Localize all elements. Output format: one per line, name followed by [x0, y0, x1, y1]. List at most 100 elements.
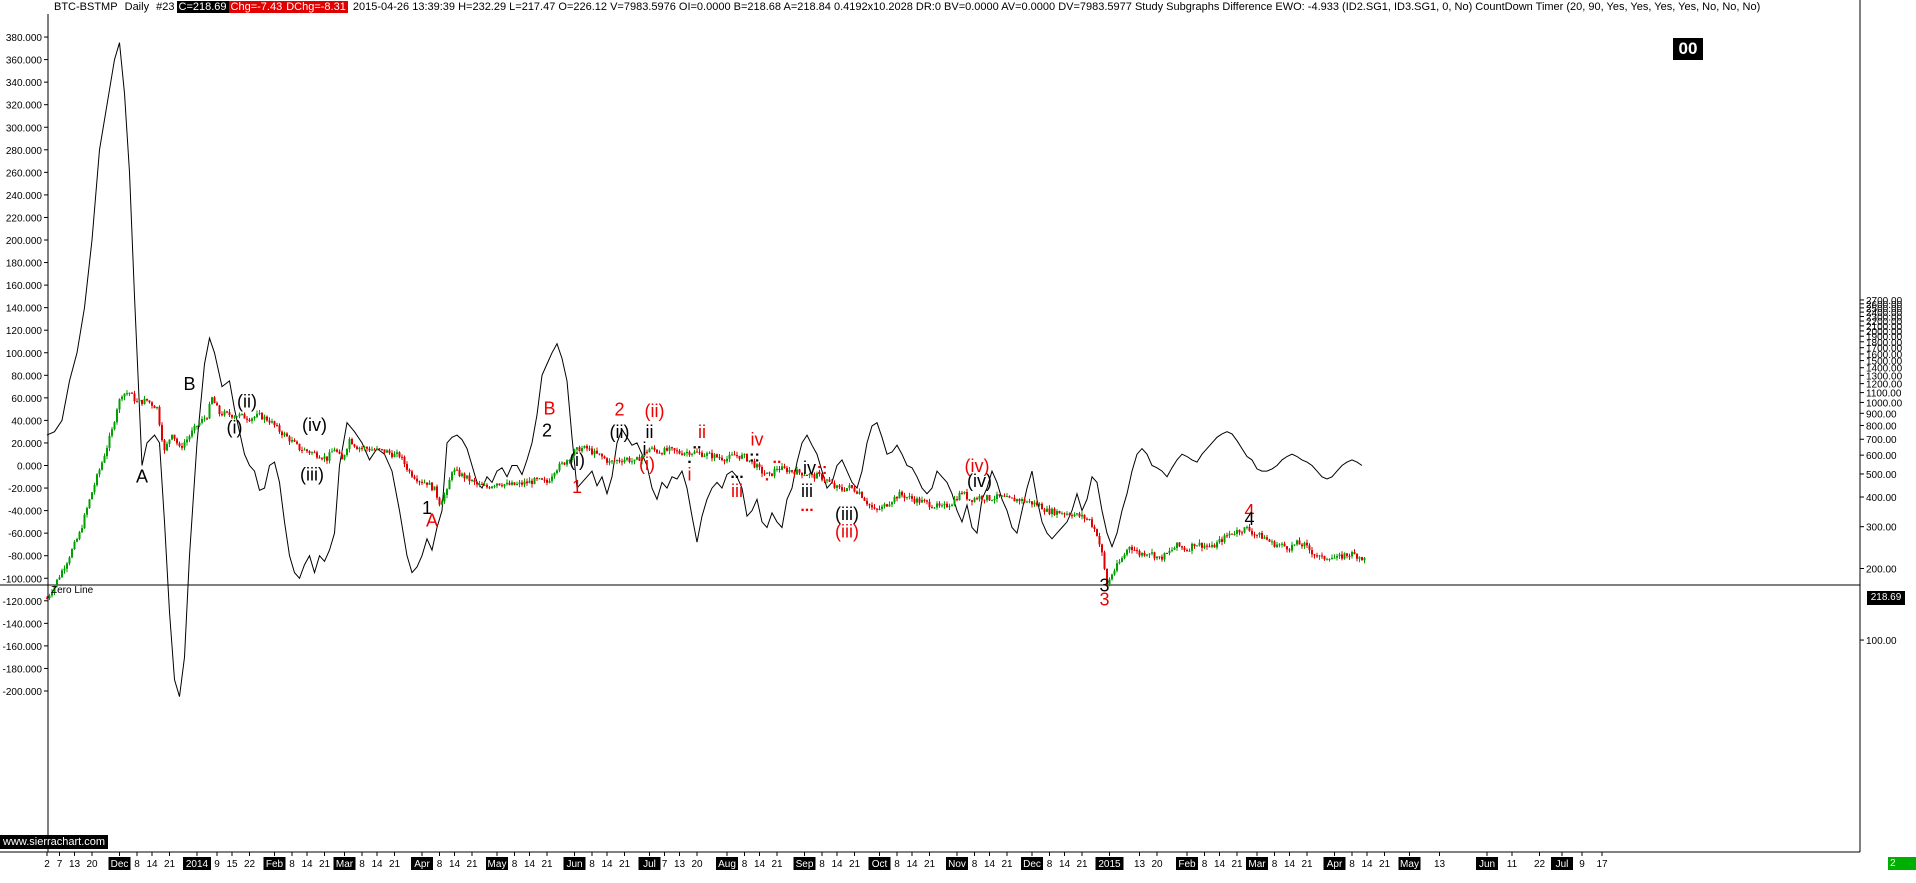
candle-body — [1071, 515, 1073, 517]
candle-body — [891, 502, 893, 505]
candle-body — [1351, 552, 1353, 557]
candle-body — [911, 496, 913, 499]
right-axis-tick-label: 2500.00 — [1866, 304, 1903, 315]
candle-body — [618, 460, 621, 462]
candle-body — [1298, 540, 1301, 545]
candle-body — [691, 453, 693, 455]
candle-body — [663, 448, 666, 455]
candle-body — [1271, 541, 1273, 543]
right-axis-tick-label: 500.00 — [1866, 470, 1897, 481]
candle-body — [176, 438, 178, 444]
candle-body — [1086, 518, 1088, 520]
candle-body — [493, 485, 496, 487]
x-axis-tick-label: Apr — [1327, 859, 1343, 870]
elliott-wave-label: iii — [731, 481, 743, 501]
x-axis-ticks: 2 7 13 20 Dec 8 14 21 2014 9 15 22 Feb 8 14 21 Mar 8 14 21 A… — [44, 852, 1608, 870]
candle-body — [331, 451, 333, 453]
candle-body — [623, 459, 626, 463]
candle-body — [921, 499, 923, 503]
candle-body — [801, 472, 803, 476]
candle-body — [1168, 550, 1171, 554]
candle-body — [68, 557, 71, 564]
candle-body — [1121, 558, 1123, 562]
x-axis-tick-label: 21 — [849, 859, 861, 870]
candle-body — [721, 457, 723, 461]
elliott-wave-dot-label: :: — [749, 448, 760, 465]
candle-body — [363, 447, 366, 449]
log-scale-toggle[interactable]: 2 Log — [1888, 857, 1916, 882]
candle-body — [1143, 552, 1146, 556]
candle-body — [218, 405, 221, 415]
last-price-tag: 218.69 — [1867, 591, 1905, 605]
x-axis-tick-label: 14 — [831, 859, 843, 870]
candle-body — [598, 453, 601, 455]
left-axis-tick-label: 200.000 — [6, 236, 43, 247]
candle-body — [1253, 534, 1256, 536]
candle-body — [873, 507, 876, 509]
candle-body — [773, 468, 776, 476]
candle-body — [273, 421, 276, 426]
x-axis-month-box — [563, 857, 586, 870]
elliott-wave-label: (i) — [639, 454, 655, 474]
x-axis-tick-label: 9 — [214, 859, 220, 870]
candle-body — [1028, 501, 1031, 503]
x-axis-tick-label: 8 — [894, 859, 900, 870]
right-axis-tick-label: 800.00 — [1866, 421, 1897, 432]
candle-body — [373, 449, 376, 451]
candle-body — [418, 481, 421, 483]
sierrachart-link[interactable]: www.sierrachart.com — [0, 835, 109, 849]
candle-body — [606, 458, 608, 463]
candle-body — [1206, 545, 1208, 547]
candle-body — [1003, 495, 1006, 497]
candle-body — [511, 482, 513, 485]
candle-body — [858, 491, 861, 494]
elliott-wave-dot-label: . — [687, 450, 691, 467]
candle-body — [988, 495, 991, 501]
candle-body — [1363, 557, 1366, 561]
candle-body — [323, 456, 326, 459]
candle-body — [1293, 544, 1296, 546]
candle-body — [1296, 540, 1298, 545]
candle-body — [656, 449, 658, 453]
candle-body — [151, 402, 153, 406]
candle-body — [1158, 556, 1161, 558]
candle-body — [1358, 557, 1361, 559]
x-axis-tick-label: 21 — [1076, 859, 1088, 870]
candle-body — [458, 469, 461, 476]
candle-body — [1183, 547, 1186, 551]
candle-body — [1181, 546, 1183, 548]
candle-body — [298, 443, 301, 451]
candle-body — [1148, 553, 1151, 555]
candle-body — [198, 422, 201, 426]
x-axis-month-box — [1176, 857, 1198, 870]
candle-body — [608, 460, 611, 463]
elliott-wave-label: (iii) — [835, 522, 859, 542]
x-axis-tick-label: Jun — [1479, 859, 1495, 870]
candle-body — [538, 478, 541, 480]
candle-body — [928, 501, 931, 508]
candle-body — [843, 490, 846, 492]
candle-body — [778, 468, 781, 470]
candle-body — [918, 498, 921, 503]
candle-body — [63, 568, 66, 571]
candle-body — [1341, 554, 1343, 559]
candle-body — [211, 397, 213, 405]
x-axis-tick-label: 20 — [1151, 859, 1163, 870]
elliott-wave-label: i — [643, 439, 647, 459]
candle-body — [971, 500, 973, 502]
x-axis-tick-label: 8 — [359, 859, 365, 870]
candle-body — [118, 399, 121, 410]
x-axis-tick-label: 14 — [984, 859, 996, 870]
candle-body — [1163, 553, 1166, 560]
candle-body — [583, 445, 586, 449]
x-axis-tick-label: 14 — [371, 859, 383, 870]
candle-body — [428, 482, 431, 485]
candle-body — [1113, 570, 1116, 575]
candle-body — [853, 487, 856, 492]
candle-body — [81, 528, 83, 533]
candle-body — [1221, 539, 1223, 542]
candle-body — [1308, 545, 1311, 551]
candle-body — [143, 398, 146, 405]
candle-body — [1346, 553, 1348, 556]
